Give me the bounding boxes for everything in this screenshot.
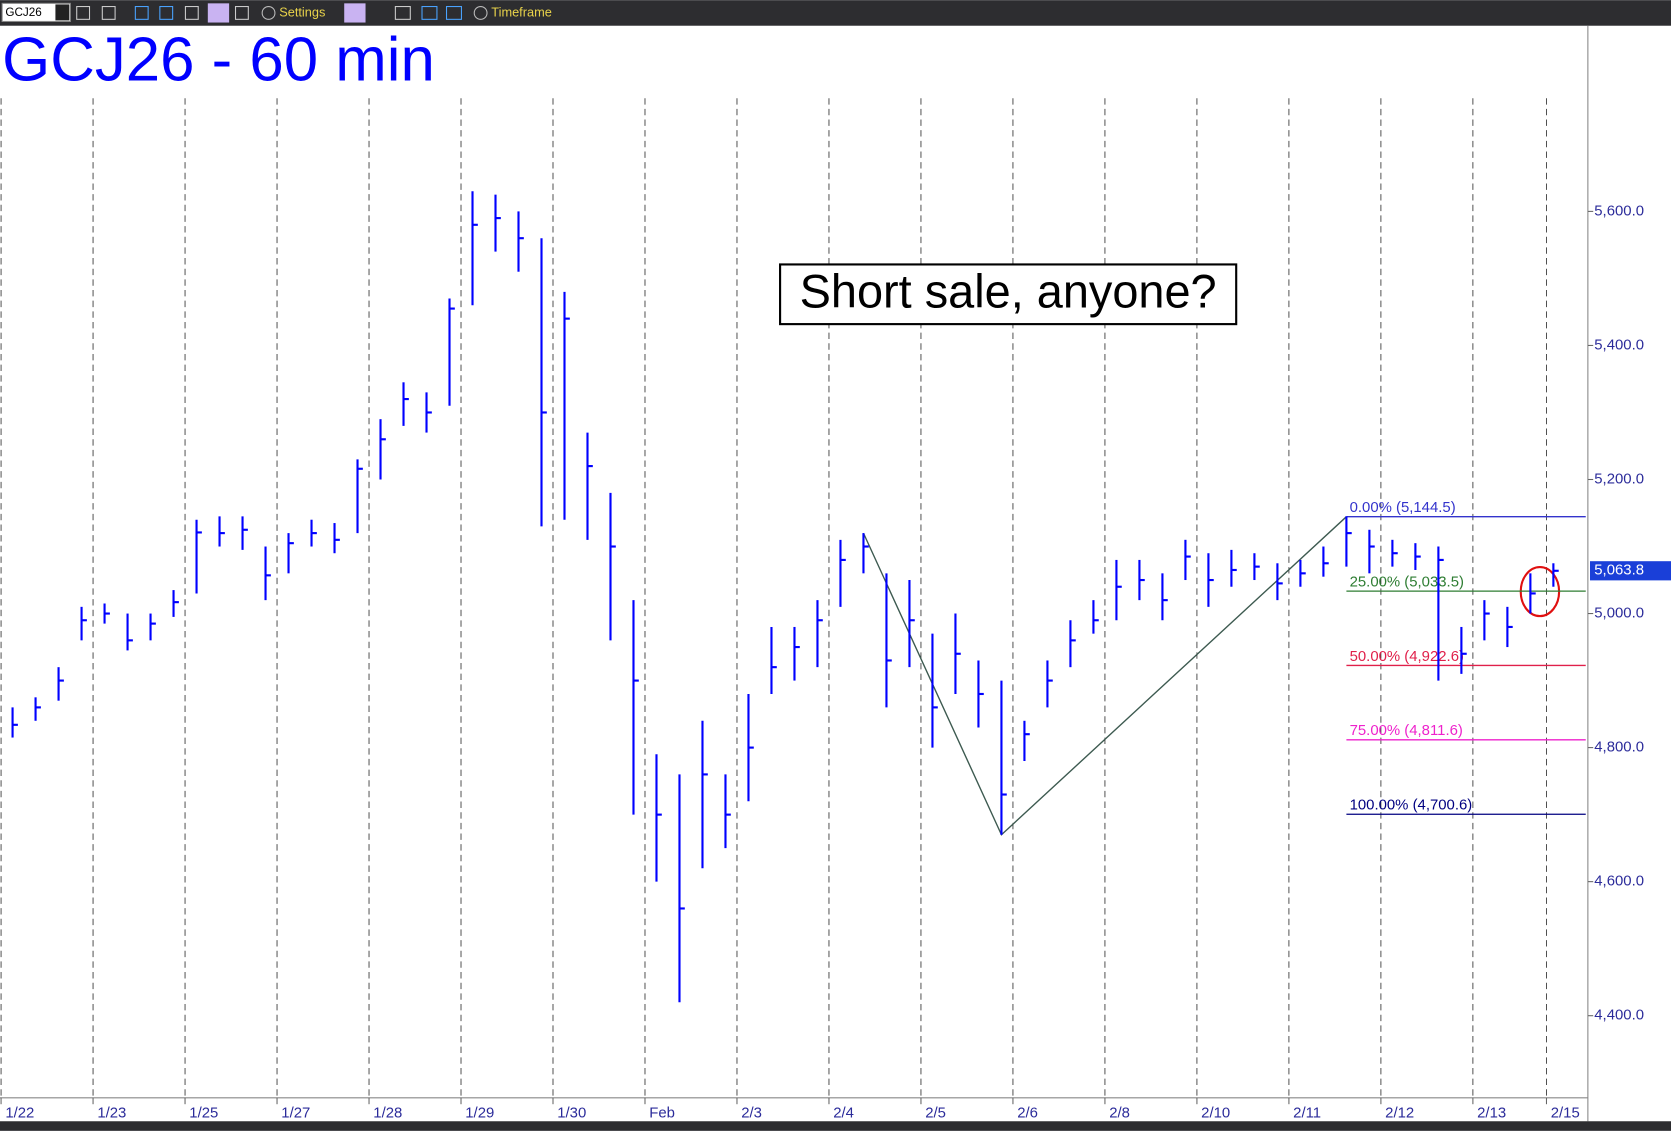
x-tick-label: 1/23 xyxy=(97,1106,126,1122)
x-tick-label: 2/11 xyxy=(1293,1106,1321,1122)
x-tick-label: 1/25 xyxy=(189,1106,218,1122)
toolbar-icon[interactable] xyxy=(184,6,199,20)
x-tick-label: 1/28 xyxy=(373,1106,402,1122)
x-tick-label: 1/27 xyxy=(281,1106,310,1122)
last-price-label: 5,063.8 xyxy=(1594,563,1644,579)
fib-label: 75.00% (4,811.6) xyxy=(1350,723,1463,739)
x-tick-label: 2/13 xyxy=(1477,1106,1506,1122)
chart-title: GCJ26 - 60 min xyxy=(2,25,435,94)
last-price-box xyxy=(1590,561,1671,581)
toolbar-icon[interactable] xyxy=(234,6,249,20)
annotation-box xyxy=(779,263,1238,326)
y-tick-label: 4,800.0 xyxy=(1594,740,1644,756)
symbol-box[interactable] xyxy=(1,2,71,22)
fib-label: 50.00% (4,922.6) xyxy=(1350,649,1464,665)
x-tick-label: 2/15 xyxy=(1551,1106,1580,1122)
y-tick-label: 4,600.0 xyxy=(1594,874,1644,890)
toolbar-icon[interactable] xyxy=(159,6,174,20)
fib-label: 25.00% (5,033.5) xyxy=(1350,575,1464,591)
toolbar xyxy=(0,0,1671,26)
x-tick-label: 2/8 xyxy=(1109,1106,1130,1122)
x-tick-label: 2/4 xyxy=(833,1106,854,1122)
timeframe-icon[interactable] xyxy=(473,6,488,20)
y-tick-label: 5,000.0 xyxy=(1594,605,1644,621)
x-tick-label: 1/29 xyxy=(465,1106,494,1122)
toolbar-icon[interactable] xyxy=(445,6,462,20)
y-tick-label: 4,400.0 xyxy=(1594,1008,1644,1024)
settings-button[interactable]: Settings xyxy=(279,4,325,19)
annotation: Short sale, anyone? xyxy=(800,266,1217,318)
timeframe-button[interactable]: Timeframe xyxy=(491,4,552,19)
x-tick-label: Feb xyxy=(649,1106,675,1122)
x-tick-label: 2/5 xyxy=(925,1106,946,1122)
fib-label: 100.00% (4,700.6) xyxy=(1350,798,1473,814)
x-tick-label: 1/22 xyxy=(5,1106,34,1122)
fib-label: 0.00% (5,144.5) xyxy=(1350,500,1456,516)
y-tick-label: 5,600.0 xyxy=(1594,203,1644,219)
toolbar-icon[interactable] xyxy=(134,6,149,20)
status-bar xyxy=(0,1121,1671,1131)
x-tick-label: 1/30 xyxy=(557,1106,586,1122)
toolbar-icon[interactable] xyxy=(421,6,438,20)
y-tick-label: 5,400.0 xyxy=(1594,337,1644,353)
x-tick-label: 2/3 xyxy=(741,1106,762,1122)
toolbar-icon[interactable] xyxy=(207,3,230,23)
symbol-text: GCJ26 xyxy=(5,6,41,19)
x-tick-label: 2/10 xyxy=(1201,1106,1230,1122)
x-tick-label: 2/6 xyxy=(1017,1106,1038,1122)
x-tick-label: 2/12 xyxy=(1385,1106,1414,1122)
toolbar-icon[interactable] xyxy=(76,6,91,20)
y-tick-label: 5,200.0 xyxy=(1594,471,1644,487)
settings-icon[interactable] xyxy=(261,6,276,20)
symbol-dropdown[interactable] xyxy=(55,4,70,21)
toolbar-icon[interactable] xyxy=(394,6,411,20)
toolbar-icon[interactable] xyxy=(344,3,366,23)
toolbar-icon[interactable] xyxy=(101,6,116,20)
